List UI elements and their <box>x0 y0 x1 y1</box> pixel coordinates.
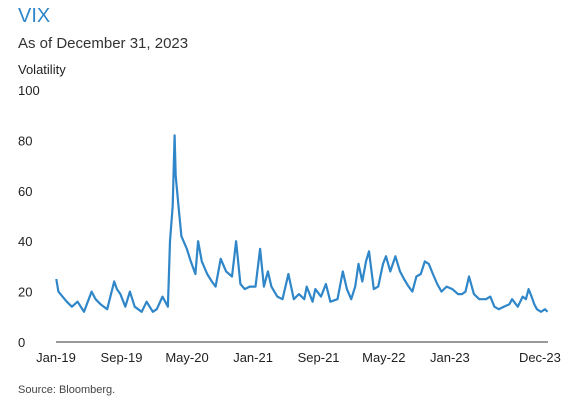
source-note: Source: Bloomberg. <box>18 384 116 396</box>
x-tick-label: Dec-23 <box>519 350 561 365</box>
y-tick-label: 60 <box>18 184 32 199</box>
y-axis-label: Volatility <box>18 62 66 77</box>
x-axis-ticks: Jan-19 Sep-19 May-20 Jan-21 Sep-21 May-22 Jan-… <box>36 350 561 365</box>
x-tick-label: Jan-19 <box>36 350 76 365</box>
x-tick-label: Sep-19 <box>101 350 143 365</box>
y-tick-label: 100 <box>18 83 40 98</box>
y-tick-label: 80 <box>18 133 32 148</box>
y-tick-label: 20 <box>18 285 32 300</box>
y-tick-label: 0 <box>18 335 25 350</box>
chart-title: VIX <box>18 5 51 27</box>
y-axis-ticks: 0 20 40 60 80 100 <box>18 83 40 350</box>
vix-series-line <box>55 134 549 313</box>
y-tick-label: 40 <box>18 234 32 249</box>
x-tick-label: May-22 <box>362 350 405 365</box>
chart-subtitle: As of December 31, 2023 <box>18 35 189 52</box>
x-tick-label: Sep-21 <box>298 350 340 365</box>
x-tick-label: May-20 <box>165 350 208 365</box>
x-tick-label: Jan-23 <box>430 350 470 365</box>
x-tick-label: Jan-21 <box>233 350 273 365</box>
